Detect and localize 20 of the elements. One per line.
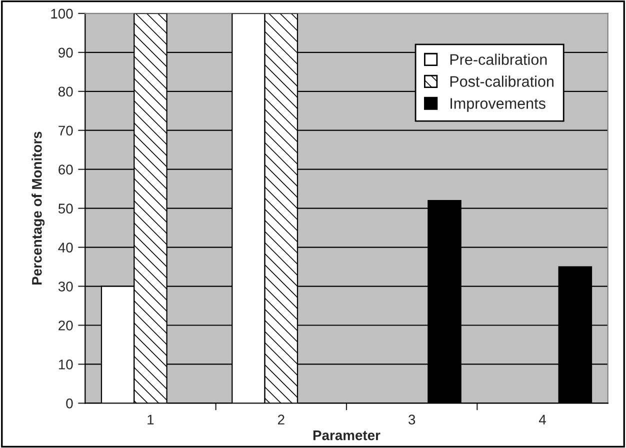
legend-label: Improvements [450, 98, 546, 112]
y-tick-label: 30 [58, 282, 73, 292]
x-axis-title: Parameter [313, 430, 380, 440]
x-tick-label: 2 [278, 414, 284, 424]
legend-label: Pre-calibration [450, 54, 547, 65]
x-tick-label: 1 [148, 414, 154, 424]
y-tick-label: 40 [58, 242, 73, 252]
legend-label: Post-calibration [450, 76, 554, 87]
y-axis-title: Percentage of Monitors [32, 132, 45, 285]
y-tick-label: 20 [58, 320, 73, 330]
y-tick-label: 100 [51, 8, 73, 19]
x-tick-label: 3 [408, 414, 416, 425]
y-tick-label: 80 [58, 86, 73, 97]
y-tick-label: 60 [58, 164, 73, 175]
y-tick-label: 90 [58, 48, 73, 58]
y-tick-label: 70 [58, 126, 73, 136]
x-tick-label: 4 [538, 414, 546, 424]
y-tick-label: 50 [58, 204, 73, 214]
y-tick-label: 0 [66, 398, 73, 408]
y-tick-label: 10 [58, 360, 73, 370]
